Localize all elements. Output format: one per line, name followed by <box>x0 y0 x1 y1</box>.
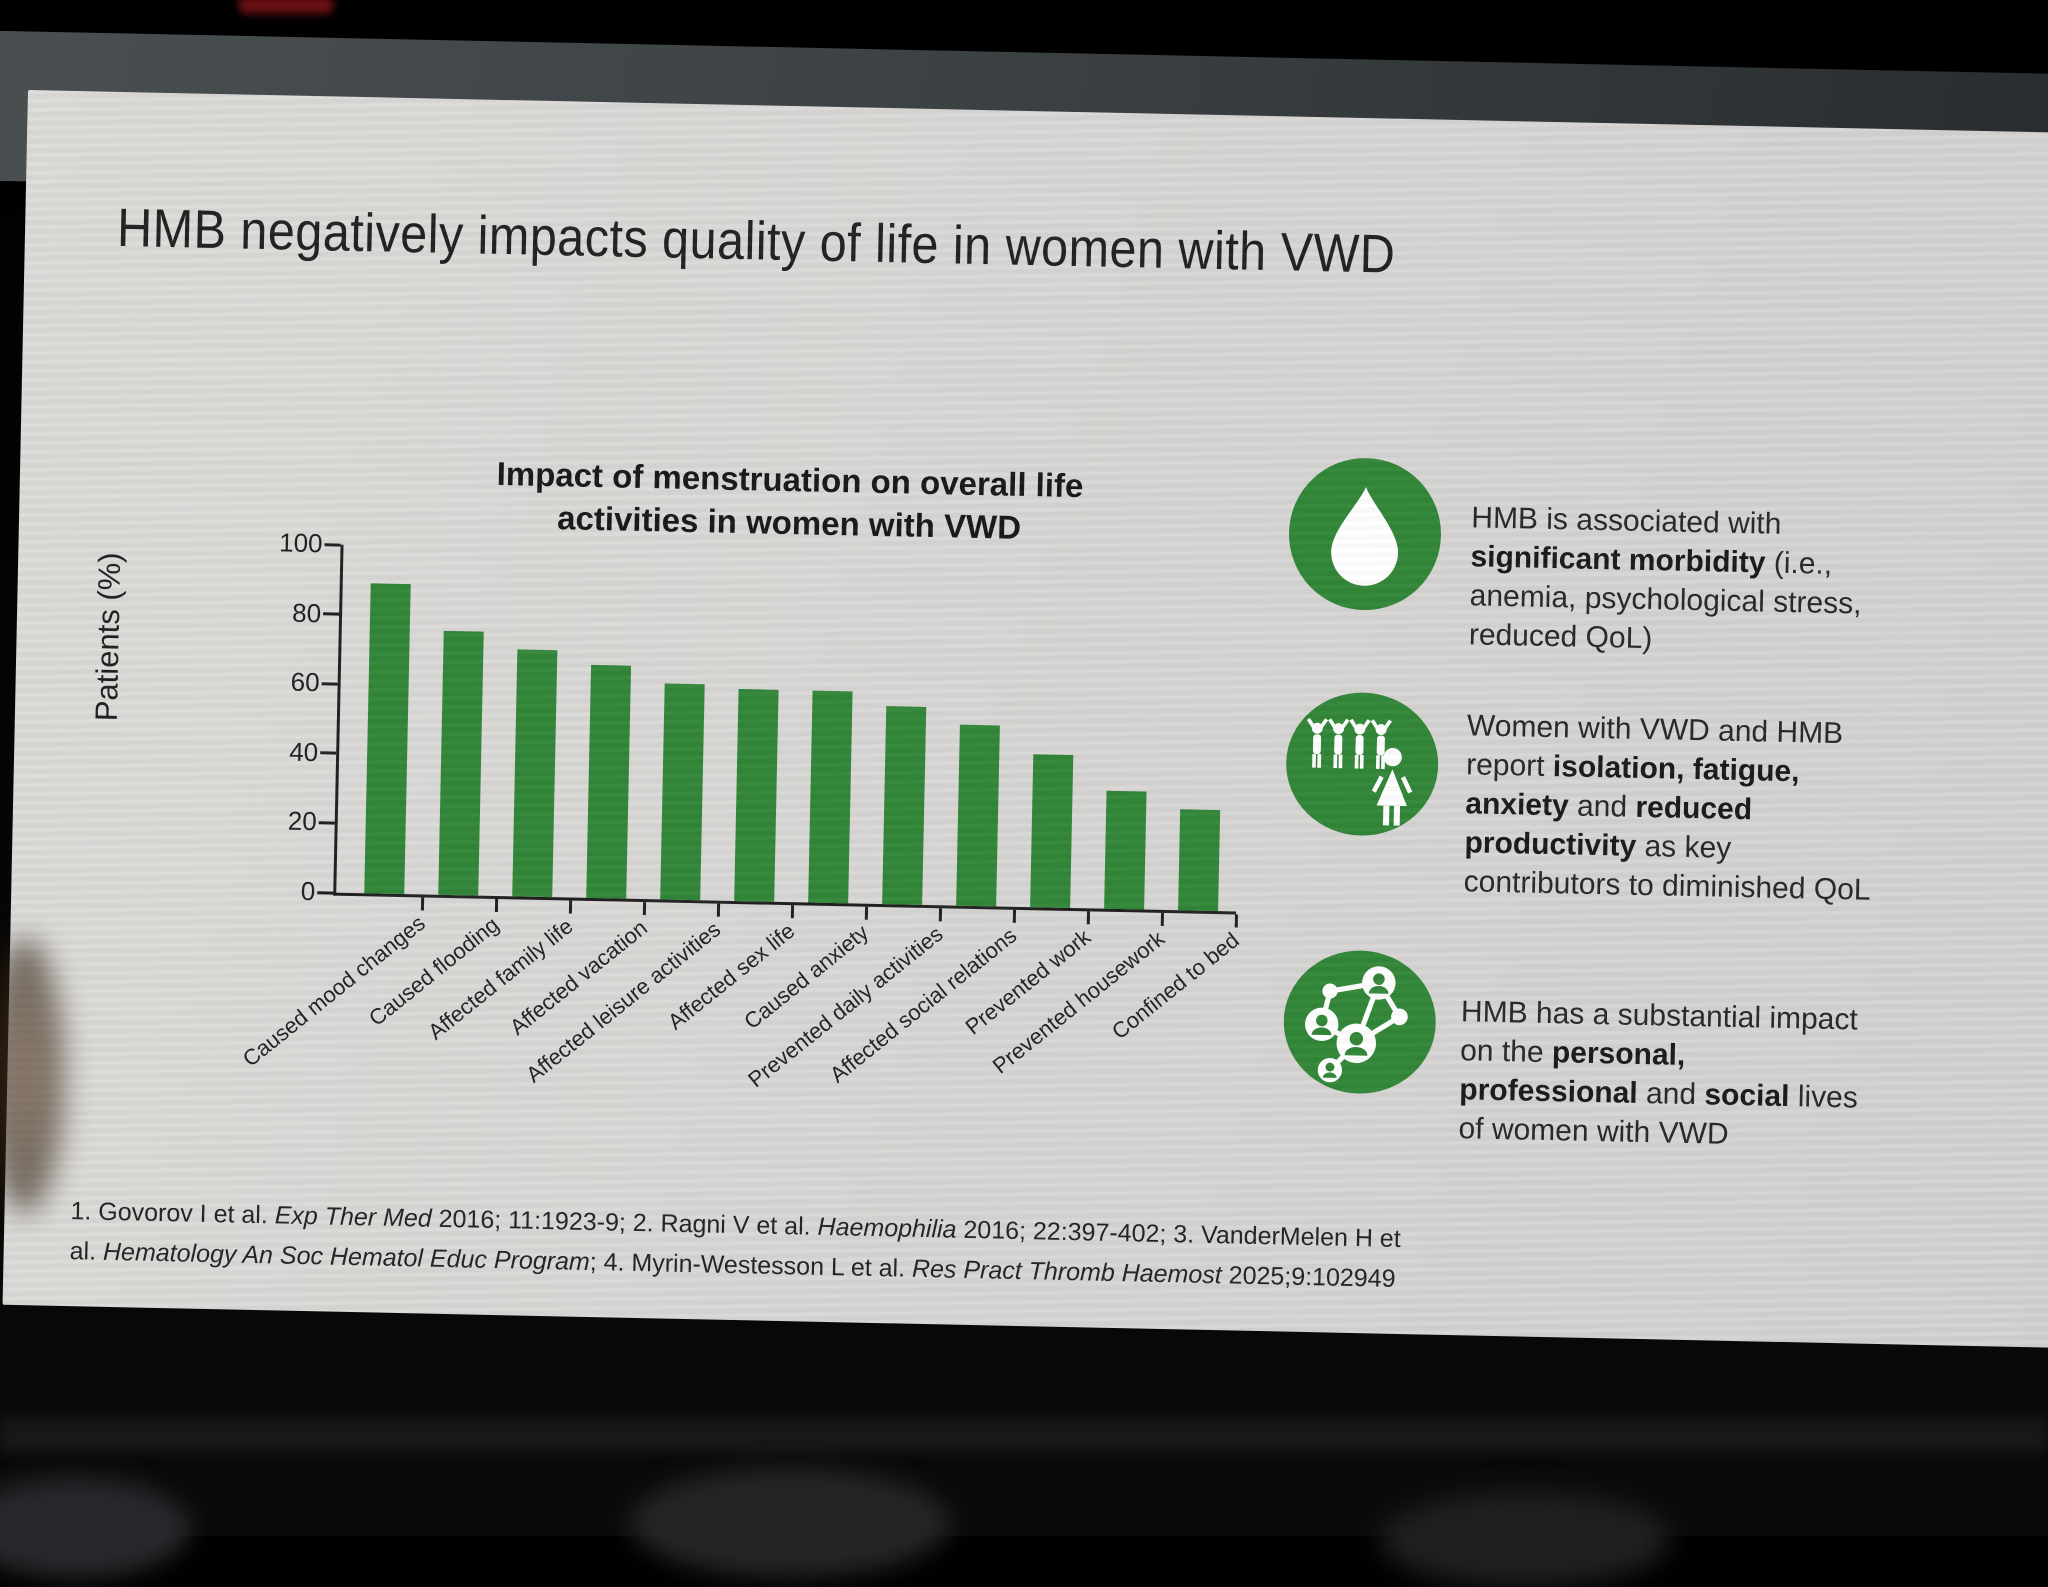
x-tick-mark <box>1086 911 1091 925</box>
x-axis-label: Confined to bed <box>1106 927 1244 1045</box>
bar <box>882 705 927 905</box>
bar <box>1104 790 1147 910</box>
callout-isolation-text: Women with VWD and HMB report isolation,… <box>1463 709 1871 907</box>
bar <box>1030 754 1074 909</box>
foreground-blur <box>0 938 64 1213</box>
bar <box>956 724 1000 907</box>
red-light-blur <box>238 0 334 14</box>
y-tick-mark <box>321 681 338 686</box>
women-group-icon <box>1285 687 1440 842</box>
blood-drop-icon <box>1287 457 1442 612</box>
y-tick-label: 60 <box>290 666 320 698</box>
x-tick-mark <box>790 905 795 919</box>
audience-silhouette <box>1380 1492 1670 1587</box>
x-tick-mark <box>1160 912 1165 926</box>
y-tick-mark <box>320 751 337 755</box>
slide-title: HMB negatively impacts quality of life i… <box>116 197 1396 285</box>
y-tick-label: 100 <box>278 527 323 559</box>
x-tick-mark <box>494 898 499 913</box>
audience-silhouette <box>630 1468 950 1578</box>
callout-impact-text: HMB has a substantial impact on the pers… <box>1458 995 1859 1151</box>
bar-chart-plot-area: 0 20 40 60 80 100 Caused mood changes Caused fl… <box>238 527 1244 1092</box>
bar <box>438 630 484 896</box>
y-tick-mark <box>323 612 340 616</box>
audience-silhouette <box>0 1478 190 1578</box>
x-tick-mark <box>1234 914 1238 928</box>
y-tick-label: 20 <box>287 805 318 837</box>
presentation-slide: HMB negatively impacts quality of life i… <box>2 90 2048 1349</box>
y-tick-mark <box>324 542 341 547</box>
bar <box>1178 809 1221 912</box>
callout-morbidity-text: HMB is associated with significant morbi… <box>1468 501 1862 656</box>
x-tick-mark <box>568 900 573 914</box>
x-tick-mark <box>864 906 869 920</box>
footnote-references: 1. Govorov I et al. Exp Ther Med 2016; 1… <box>69 1191 1401 1299</box>
x-tick-mark <box>1012 909 1017 923</box>
x-tick-mark <box>716 903 721 917</box>
x-axis-label: Caused flooding <box>363 911 504 1031</box>
bar <box>586 664 632 899</box>
bar <box>660 683 705 901</box>
bar <box>808 690 853 904</box>
social-network-icon <box>1282 945 1437 1100</box>
y-tick-label: 40 <box>288 736 319 768</box>
x-tick-mark <box>938 908 943 922</box>
bar <box>734 688 779 902</box>
y-tick-label: 0 <box>300 875 316 907</box>
x-tick-mark <box>642 902 647 916</box>
bar <box>364 583 411 895</box>
x-tick-mark <box>420 897 425 911</box>
y-axis-label: Patients (%) <box>88 552 128 722</box>
chart-title: Impact of menstruation on overall life a… <box>439 451 1141 552</box>
bar <box>512 649 558 898</box>
y-tick-mark <box>318 821 335 825</box>
room-floor-strip <box>0 1418 2048 1452</box>
y-tick-mark <box>317 890 334 895</box>
y-tick-label: 80 <box>291 597 322 628</box>
